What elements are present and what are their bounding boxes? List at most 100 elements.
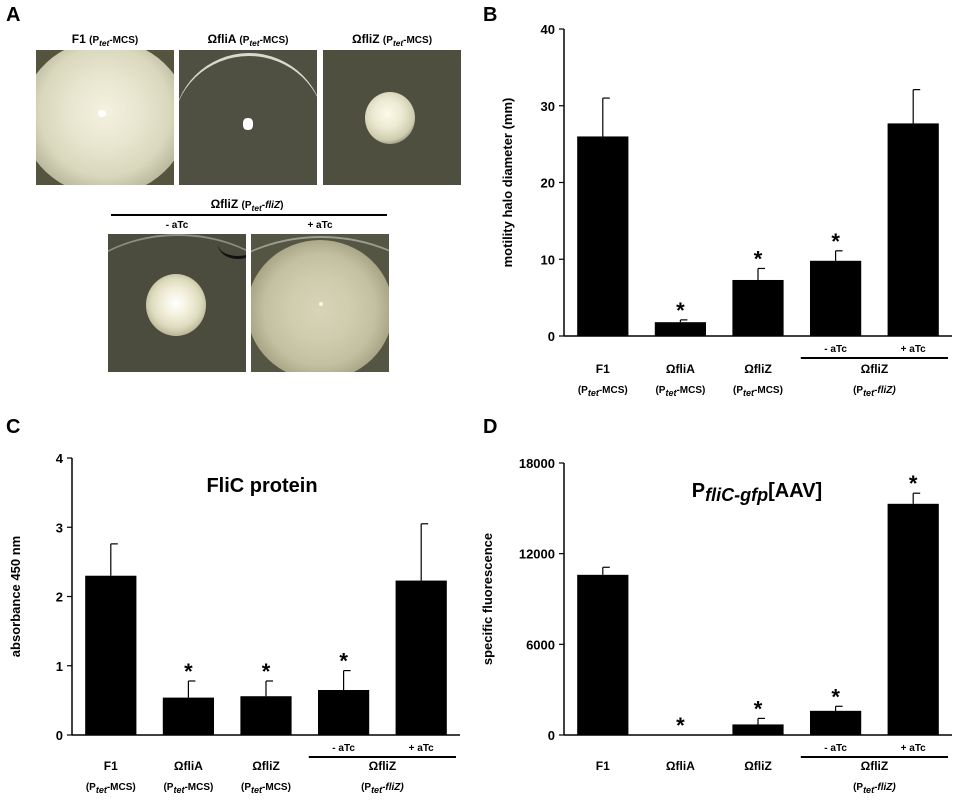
bar <box>577 574 629 735</box>
y-tick-label: 0 <box>548 329 555 344</box>
x-category-label: - aTc <box>824 743 847 754</box>
plate-marker <box>218 234 246 259</box>
bar <box>577 136 629 336</box>
y-axis-label: motility halo diameter (mm) <box>500 98 515 268</box>
bar <box>85 575 137 735</box>
y-tick-label: 3 <box>56 520 63 535</box>
panel-letter-d: D <box>483 416 498 438</box>
x-category-label: ΩfliA <box>174 759 203 773</box>
group-bracket-label: ΩfliZ <box>861 362 889 376</box>
x-category-label: ΩfliZ <box>252 759 280 773</box>
x-category-label: + aTc <box>901 743 927 754</box>
y-tick-label: 0 <box>56 728 63 743</box>
plate-photo-fliz <box>323 50 461 185</box>
significance-marker: * <box>909 471 918 496</box>
plate-group-bracket <box>111 214 387 216</box>
plate-rim <box>251 236 389 372</box>
bar <box>732 724 784 735</box>
significance-marker: * <box>184 659 193 684</box>
plate-rim <box>108 234 246 372</box>
group-bracket-sublabel: (Ptet-fliZ) <box>853 782 896 795</box>
group-bracket-sublabel: (Ptet-fliZ) <box>853 385 896 398</box>
x-category-label: ΩfliA <box>666 759 695 773</box>
significance-marker: * <box>262 659 271 684</box>
panel-letter-b: B <box>483 4 498 26</box>
motility-halo <box>251 240 389 372</box>
bar <box>887 503 939 735</box>
inoculation-spot <box>243 118 253 130</box>
x-category-label: - aTc <box>332 743 355 754</box>
significance-marker: * <box>339 649 348 674</box>
y-tick-label: 10 <box>541 252 555 267</box>
x-category-label: F1 <box>596 362 610 376</box>
bar <box>732 279 784 336</box>
significance-marker: * <box>676 713 685 738</box>
x-category-sublabel: (Ptet-MCS) <box>86 782 136 795</box>
chart-title: FliC protein <box>206 475 317 497</box>
plate-photo-flia <box>179 50 317 185</box>
panel-letter-c: C <box>6 416 21 438</box>
y-tick-label: 4 <box>56 451 64 466</box>
x-category-label: - aTc <box>824 344 847 355</box>
significance-marker: * <box>831 229 840 254</box>
plate-group-label-fliz: ΩfliZ (Ptet-fliZ) <box>210 197 284 213</box>
x-category-label: F1 <box>104 759 118 773</box>
x-category-label: + aTc <box>409 743 435 754</box>
plate-photo-f1 <box>36 50 174 185</box>
significance-marker: * <box>676 298 685 323</box>
y-tick-label: 1 <box>56 659 63 674</box>
significance-marker: * <box>754 246 763 271</box>
y-axis-label: absorbance 450 nm <box>8 536 23 657</box>
plate-label-plus-atc: + aTc <box>307 220 333 231</box>
bar <box>162 697 215 735</box>
x-category-label: ΩfliZ <box>744 759 772 773</box>
chart-title: PfliC-gfp[AAV] <box>692 480 822 505</box>
bar <box>654 322 707 336</box>
significance-marker: * <box>831 684 840 709</box>
y-tick-label: 18000 <box>519 456 555 471</box>
bar <box>887 123 939 336</box>
inoculation-spot <box>319 302 323 306</box>
plate-label-minus-atc: - aTc <box>165 220 189 231</box>
x-category-label: + aTc <box>901 344 927 355</box>
y-tick-label: 30 <box>541 99 555 114</box>
motility-halo <box>146 274 206 336</box>
group-bracket-label: ΩfliZ <box>369 759 397 773</box>
x-category-sublabel: (Ptet-MCS) <box>655 385 705 398</box>
y-tick-label: 2 <box>56 590 63 605</box>
x-category-label: ΩfliZ <box>744 362 772 376</box>
panel-letter-a: A <box>6 4 21 26</box>
bar <box>317 689 370 735</box>
motility-halo <box>365 92 415 144</box>
y-tick-label: 20 <box>541 176 555 191</box>
plate-rim <box>179 53 317 185</box>
plate-label-fliz: ΩfliZ (Ptet-MCS) <box>351 32 433 48</box>
y-axis-label: specific fluorescence <box>480 533 495 665</box>
bar <box>809 260 862 336</box>
y-tick-label: 6000 <box>526 637 555 652</box>
y-tick-label: 0 <box>548 728 555 743</box>
x-category-sublabel: (Ptet-MCS) <box>733 385 783 398</box>
plate-label-flia: ΩfliA (Ptet-MCS) <box>207 32 289 48</box>
group-bracket-sublabel: (Ptet-fliZ) <box>361 782 404 795</box>
group-bracket-label: ΩfliZ <box>861 759 889 773</box>
plate-photo-fliz-plus-atc <box>251 234 389 372</box>
bar <box>809 710 862 735</box>
x-category-sublabel: (Ptet-MCS) <box>163 782 213 795</box>
inoculation-spot <box>98 110 106 117</box>
x-category-label: ΩfliA <box>666 362 695 376</box>
bar <box>395 580 447 735</box>
motility-halo <box>36 50 174 185</box>
y-tick-label: 40 <box>541 22 555 37</box>
x-category-label: F1 <box>596 759 610 773</box>
plate-photo-fliz-minus-atc <box>108 234 246 372</box>
plate-label-f1: F1 (Ptet-MCS) <box>71 32 139 48</box>
significance-marker: * <box>754 696 763 721</box>
y-tick-label: 12000 <box>519 547 555 562</box>
bar <box>240 696 292 735</box>
x-category-sublabel: (Ptet-MCS) <box>241 782 291 795</box>
x-category-sublabel: (Ptet-MCS) <box>578 385 628 398</box>
